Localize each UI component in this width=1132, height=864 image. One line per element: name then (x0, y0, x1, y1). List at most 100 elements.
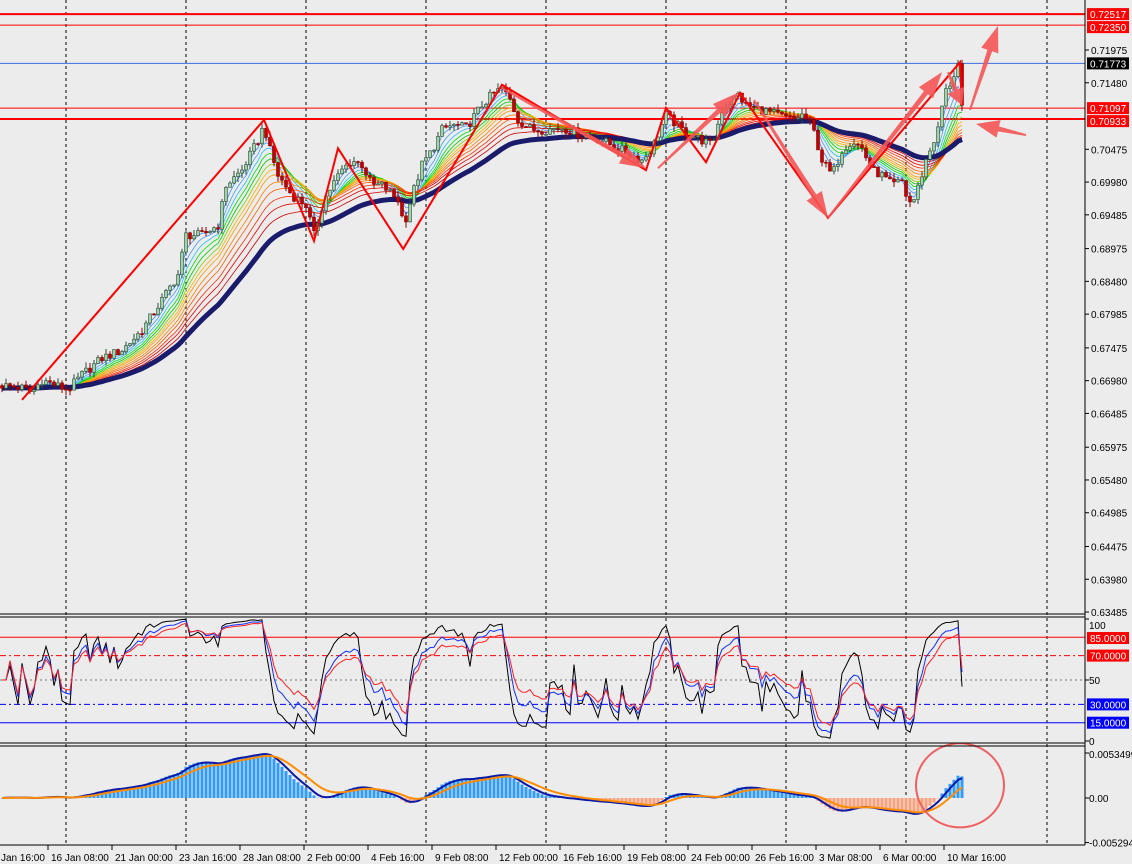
macd-histogram-bar (248, 755, 252, 798)
macd-histogram-bar (384, 793, 388, 798)
candle (644, 151, 648, 162)
candle-body (232, 176, 236, 184)
price-tick-label: 0.65975 (1091, 443, 1128, 454)
macd-histogram-bar (700, 796, 704, 798)
macd-histogram-bar (136, 785, 140, 798)
time-tick-label: 16 Jan 08:00 (51, 853, 109, 864)
candle-body (772, 109, 776, 112)
price-level-label-bg (1087, 8, 1129, 21)
candle (948, 82, 952, 93)
macd-histogram-bar (648, 798, 652, 806)
time-axis[interactable]: Jan 16:00 16 Jan 08:00 21 Jan 00:00 23 Jan … (1, 845, 1006, 864)
macd-histogram-bar (432, 789, 436, 798)
candle (516, 110, 520, 127)
macd-histogram-bar (144, 783, 148, 798)
candle-body (452, 123, 456, 126)
candle (924, 158, 928, 181)
macd-histogram-bar (124, 787, 128, 798)
macd-histogram-bar (908, 798, 912, 814)
candle-body (680, 121, 684, 128)
candle-body (416, 179, 420, 186)
candle-body (12, 385, 16, 388)
candle (248, 146, 252, 169)
candle-body (816, 129, 820, 151)
candle-body (812, 119, 816, 131)
price-tick-label: 0.68480 (1091, 277, 1128, 288)
candle (344, 161, 348, 174)
candle (876, 166, 880, 178)
candle-body (516, 111, 520, 123)
macd-histogram-bar (120, 788, 124, 798)
candle (92, 359, 96, 378)
candle-body (532, 124, 536, 131)
candle (780, 110, 784, 116)
candle (840, 150, 844, 168)
candle (404, 211, 408, 228)
candle-body (36, 384, 40, 391)
candle (940, 105, 944, 131)
candle (580, 134, 584, 143)
macd-tick-label: 0.00 (1089, 794, 1109, 805)
candle-body (564, 128, 568, 134)
candle-body (376, 183, 380, 186)
candle (432, 149, 436, 154)
macd-histogram-bar (932, 798, 936, 803)
candle-body (184, 232, 188, 253)
candle (444, 123, 448, 129)
macd-histogram-bar (260, 753, 264, 798)
candle (408, 199, 412, 223)
candle (12, 383, 16, 389)
rsi-level-label: 15.0000 (1090, 719, 1127, 730)
candle (260, 123, 264, 148)
macd-histogram-bar (940, 793, 944, 798)
time-tick-label: 2 Feb 00:00 (307, 853, 361, 864)
candle-body (804, 113, 808, 120)
candle-body (880, 172, 884, 178)
candle (928, 147, 932, 161)
candle-body (16, 387, 20, 390)
macd-histogram-bar (464, 778, 468, 798)
macd-histogram-bar (348, 788, 352, 798)
candle-body (948, 85, 952, 89)
macd-histogram-bar (840, 798, 844, 812)
macd-histogram-bar (204, 762, 208, 798)
macd-histogram-bar (548, 796, 552, 798)
candle-body (524, 126, 528, 128)
candle-body (928, 150, 932, 160)
macd-histogram-bar (624, 798, 628, 805)
price-level-label-bg (1087, 115, 1129, 128)
rsi-level-label-bg (1087, 698, 1129, 711)
candle (888, 172, 892, 180)
candle (396, 190, 400, 206)
candle-body (152, 313, 156, 316)
candle-body (412, 185, 416, 205)
macd-histogram-bar (476, 777, 480, 798)
macd-histogram-bar (224, 760, 228, 798)
candle-body (860, 144, 864, 149)
candle (680, 116, 684, 130)
price-axis[interactable]: 0.72517 0.72350 0.71975 0.71773 0.71480 0.710… (1085, 8, 1132, 850)
candle-body (548, 128, 552, 135)
candle (880, 170, 884, 182)
candle-body (712, 139, 716, 141)
macd-histogram-bar (536, 792, 540, 798)
candle (280, 172, 284, 186)
macd-histogram-bar (108, 789, 112, 798)
candle-body (160, 296, 164, 309)
macd-histogram-bar (848, 798, 852, 810)
candle (452, 122, 456, 131)
macd-histogram-bar (256, 754, 260, 798)
candle-body (940, 105, 944, 128)
macd-histogram-bar (216, 763, 220, 798)
macd-histogram-bar (312, 795, 316, 798)
macd-histogram-bar (888, 798, 892, 812)
candle-body (180, 251, 184, 276)
macd-histogram-bar (544, 795, 548, 798)
candle-body (224, 186, 228, 202)
candle (424, 152, 428, 163)
candle (340, 165, 344, 175)
candle-body (236, 172, 240, 177)
macd-histogram-bar (212, 763, 216, 798)
candle-body (140, 333, 144, 335)
